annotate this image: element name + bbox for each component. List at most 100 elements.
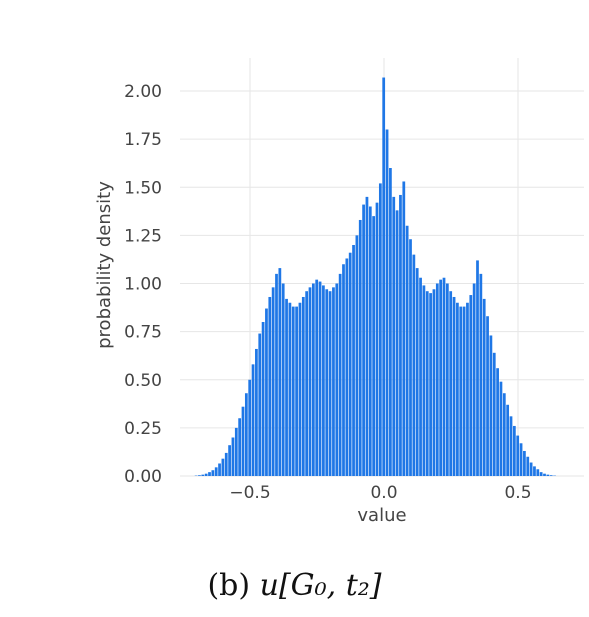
histogram-bar xyxy=(509,416,513,476)
histogram-bar xyxy=(526,456,530,476)
histogram-chart: 0.00 0.25 0.50 0.75 1.00 1.25 1.50 1.75 2.00 −0.… xyxy=(94,58,584,526)
histogram-bar xyxy=(476,260,479,476)
grid-layer xyxy=(180,58,584,477)
histogram-bar xyxy=(288,302,292,476)
histogram-bar xyxy=(278,268,282,476)
histogram-bar xyxy=(452,296,456,476)
histogram-bar xyxy=(479,273,483,476)
histogram-bar xyxy=(322,285,325,476)
y-tick-label: 0.50 xyxy=(124,371,162,391)
histogram-bar xyxy=(355,235,359,476)
y-axis-label: probability density xyxy=(94,181,115,349)
histogram-bar xyxy=(261,322,265,476)
histogram-bar xyxy=(482,298,486,476)
histogram-bar xyxy=(224,452,228,476)
histogram-bar xyxy=(301,296,305,476)
x-axis-label: value xyxy=(357,505,406,526)
histogram-bar xyxy=(291,306,295,476)
histogram-bar xyxy=(281,283,285,476)
histogram-bar xyxy=(456,302,459,476)
histogram-bar xyxy=(258,333,262,476)
histogram-bar xyxy=(496,368,499,476)
histogram-bar xyxy=(546,474,550,476)
histogram-bar xyxy=(499,381,503,476)
histogram-bar xyxy=(389,168,392,476)
histogram-bar xyxy=(502,393,506,476)
histogram-bar xyxy=(472,283,476,476)
histogram-bar xyxy=(375,202,379,476)
histogram-bar xyxy=(255,348,258,476)
histogram-bar xyxy=(459,306,463,476)
histogram-bar xyxy=(536,469,540,476)
histogram-bar xyxy=(328,291,332,476)
histogram-bar xyxy=(362,204,365,476)
x-tick-label: 0.0 xyxy=(370,483,397,503)
histogram-bar xyxy=(332,287,335,476)
histogram-bar xyxy=(308,287,312,476)
y-tick-label: 0.75 xyxy=(124,323,162,343)
histogram-bar xyxy=(275,273,278,476)
histogram-bar xyxy=(201,474,205,476)
histogram-bar xyxy=(399,194,402,476)
histogram-bar xyxy=(419,277,422,476)
histogram-bar xyxy=(271,287,275,476)
histogram-bar xyxy=(228,445,231,476)
histogram-bar xyxy=(549,475,553,476)
histogram-bar xyxy=(405,225,409,476)
histogram-bar xyxy=(238,418,242,476)
y-tick-label: 0.00 xyxy=(124,467,162,487)
y-tick-label: 2.00 xyxy=(124,82,162,102)
histogram-bar xyxy=(506,404,510,476)
histogram-bar xyxy=(445,283,449,476)
histogram-bar xyxy=(365,196,369,476)
histogram-bar xyxy=(204,473,208,476)
histogram-bar xyxy=(439,279,443,476)
histogram-bar xyxy=(415,268,419,476)
x-tick-label: 0.5 xyxy=(504,483,531,503)
histogram-bar xyxy=(221,458,225,476)
figure-caption: (b) u[G₀, t₂] xyxy=(0,568,589,603)
histogram-bar xyxy=(352,245,355,476)
histogram-bar xyxy=(311,283,315,476)
histogram-bar xyxy=(358,219,362,476)
histogram-bar xyxy=(382,77,386,477)
histogram-bar xyxy=(315,279,319,476)
histogram-bar xyxy=(198,475,201,476)
histogram-bar xyxy=(512,425,516,476)
y-tick-label: 0.25 xyxy=(124,419,162,439)
histogram-bar xyxy=(425,291,429,476)
histogram-bar xyxy=(214,467,218,476)
y-tick-label: 1.75 xyxy=(124,130,162,150)
histogram-bar xyxy=(432,289,436,476)
bars-layer xyxy=(194,77,556,477)
histogram-bar xyxy=(435,283,439,476)
histogram-bar xyxy=(395,210,399,476)
histogram-bar xyxy=(449,291,453,476)
y-tick-label: 1.50 xyxy=(124,178,162,198)
histogram-bar xyxy=(298,302,302,476)
caption-symbol: u[G₀, t₂] xyxy=(259,568,382,603)
histogram-bar xyxy=(248,379,252,476)
y-tick-labels: 0.00 0.25 0.50 0.75 1.00 1.25 1.50 1.75 2.00 xyxy=(124,82,162,487)
histogram-bar xyxy=(385,129,389,476)
x-tick-labels: −0.5 0.0 0.5 xyxy=(229,483,531,503)
histogram-bar xyxy=(492,352,496,476)
histogram-bar xyxy=(466,302,469,476)
histogram-bar xyxy=(543,473,546,476)
histogram-bar xyxy=(412,254,416,476)
histogram-bar xyxy=(345,258,349,476)
histogram-bar xyxy=(338,273,342,476)
histogram-bar xyxy=(244,393,248,476)
histogram-bar xyxy=(378,183,382,476)
histogram-bar xyxy=(295,306,298,476)
histogram-bar xyxy=(318,281,322,476)
histogram-bar xyxy=(529,462,533,476)
histogram-bar xyxy=(516,435,520,476)
caption-prefix: (b) xyxy=(207,568,251,603)
histogram-bar xyxy=(241,406,245,476)
histogram-bar xyxy=(392,196,396,476)
histogram-bar xyxy=(208,472,211,476)
histogram-bar xyxy=(539,472,543,476)
histogram-bar xyxy=(442,277,446,476)
histogram-bar xyxy=(372,216,376,476)
